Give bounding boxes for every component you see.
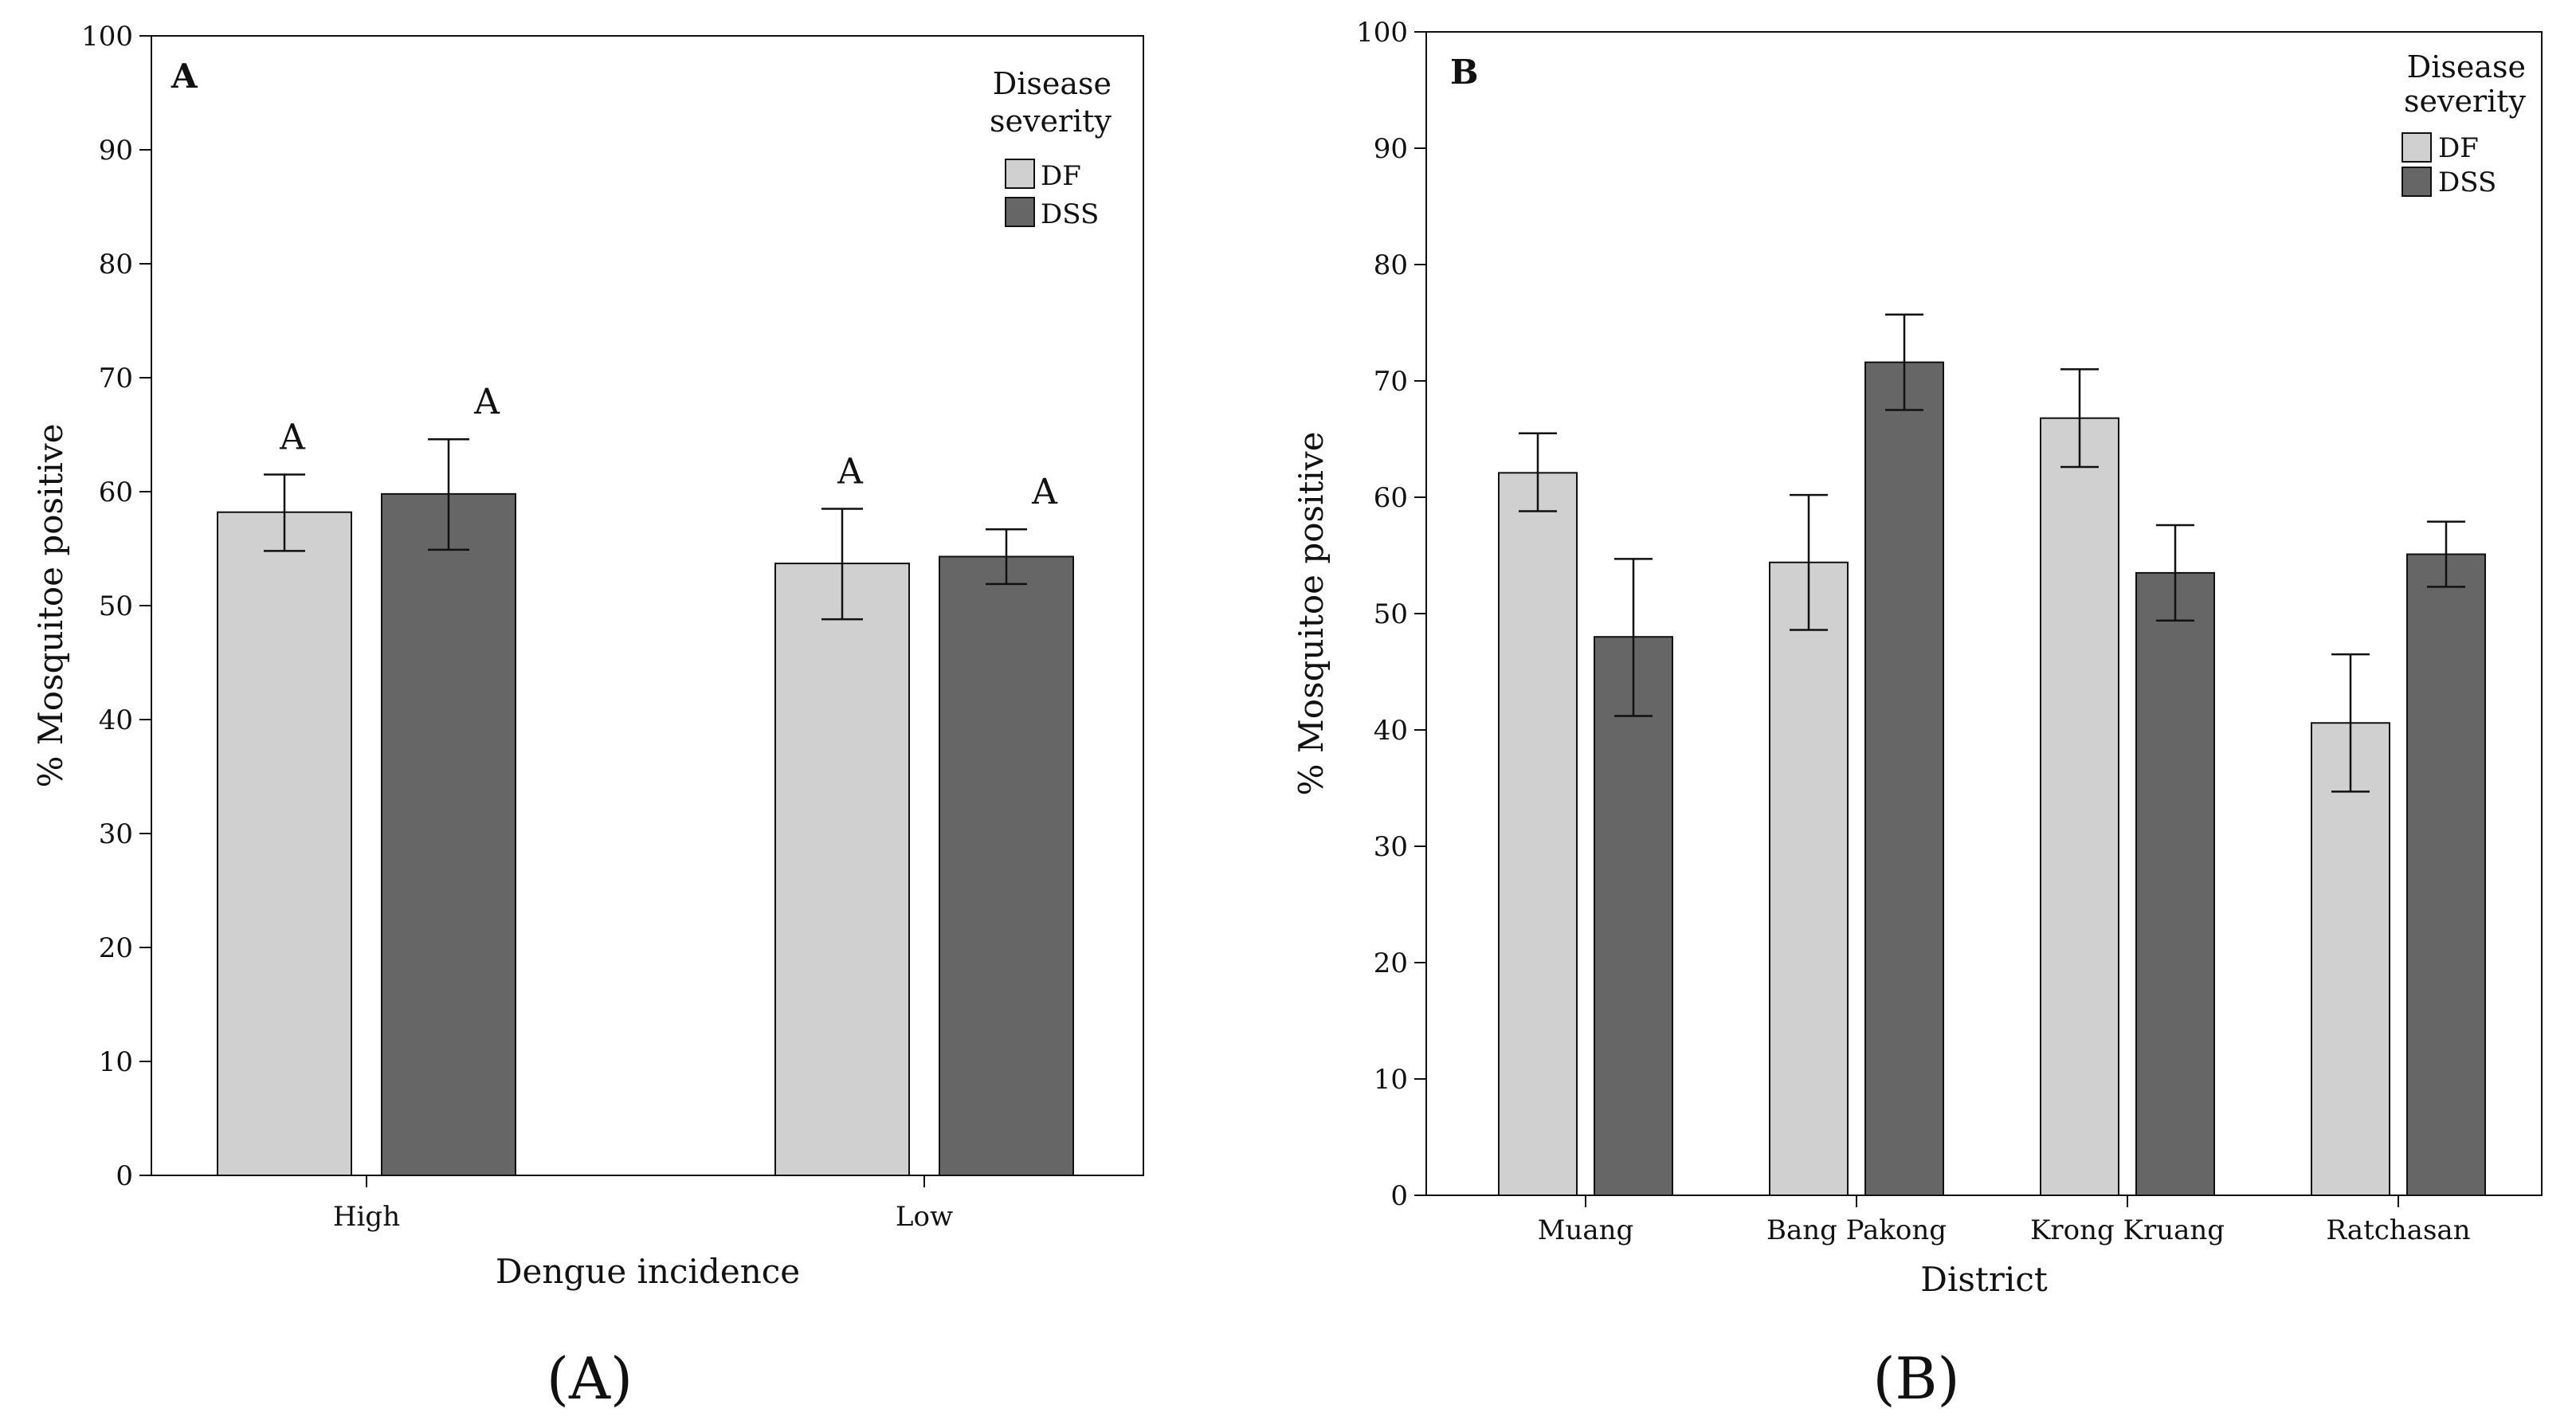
panel-b-y-axis-title: % Mosquitoe positive bbox=[1292, 432, 1331, 796]
panel-b-y-tick-label: 80 bbox=[1374, 249, 1408, 281]
panel-a-legend-swatch-dss bbox=[1005, 197, 1035, 227]
panel-b-bar-dss bbox=[1594, 636, 1673, 1196]
panel-a-y-tick-label: 20 bbox=[99, 932, 133, 964]
panel-a-y-tick-label: 80 bbox=[99, 249, 133, 280]
panel-a-y-tick-label: 60 bbox=[99, 477, 133, 508]
panel-b-y-tick-label: 10 bbox=[1374, 1064, 1408, 1096]
panel-b-bar-df bbox=[2040, 417, 2119, 1196]
panel-a-y-tick-label: 50 bbox=[99, 590, 133, 622]
panel-b-y-tick-label: 20 bbox=[1374, 947, 1408, 979]
panel-b-caption: (B) bbox=[1872, 1345, 1959, 1412]
panel-a-y-tick-label: 100 bbox=[81, 21, 133, 53]
panel-a-x-tick-label: High bbox=[333, 1201, 400, 1233]
panel-a-legend: Disease severity DF DSS bbox=[990, 66, 1112, 230]
panel-b-marks: 0 10 20 30 40 50 60 70 80 90 100 Muang Bang Pakong Kr… bbox=[1356, 17, 2486, 1246]
panel-a-y-tick-label: 0 bbox=[116, 1160, 133, 1192]
panel-b-legend-swatch-dss bbox=[2402, 167, 2432, 197]
panel-a-chart: 0 10 20 30 40 50 60 70 80 90 100 High A A Low A A A Dise… bbox=[31, 21, 1144, 1412]
panel-b-y-tick-label: 50 bbox=[1374, 598, 1408, 630]
panel-a-x-axis-title: Dengue incidence bbox=[496, 1252, 800, 1291]
panel-a-legend-label-df: DF bbox=[1041, 160, 1081, 192]
panel-a-significance-letter: A bbox=[473, 382, 500, 422]
panel-a-bar-df bbox=[774, 563, 910, 1176]
panel-b-tag: B bbox=[1450, 53, 1479, 92]
panel-b-x-tick-label: Muang bbox=[1538, 1214, 1634, 1246]
panel-b-bar-df bbox=[2311, 722, 2390, 1196]
panel-a-legend-title-line-2: severity bbox=[990, 104, 1112, 139]
panel-b-chart: 0 10 20 30 40 50 60 70 80 90 100 Muang Bang Pakong Kr… bbox=[1292, 17, 2543, 1412]
panel-b-y-tick-label: 40 bbox=[1374, 715, 1408, 747]
panel-a-y-tick-label: 40 bbox=[99, 704, 133, 736]
panel-a-plot-area: 0 10 20 30 40 50 60 70 80 90 100 High A A Low A A A Dise… bbox=[81, 21, 1144, 1233]
panel-a-tag: A bbox=[171, 57, 198, 96]
panel-b-plot-area: 0 10 20 30 40 50 60 70 80 90 100 Muang Bang Pakong Kr… bbox=[1356, 17, 2543, 1246]
panel-b-legend-label-df: DF bbox=[2438, 132, 2479, 164]
panel-a-y-tick-label: 10 bbox=[99, 1046, 133, 1078]
panel-a-significance-letter: A bbox=[837, 451, 864, 492]
panel-a-y-tick-label: 30 bbox=[99, 818, 133, 850]
panel-a-significance-letter: A bbox=[279, 418, 306, 458]
panel-b-bar-dss bbox=[2406, 553, 2486, 1196]
panel-b-bar-dss bbox=[2135, 571, 2215, 1196]
panel-b-bar-dss bbox=[1864, 361, 1944, 1196]
panel-a-marks: 0 10 20 30 40 50 60 70 80 90 100 High A A Low A A bbox=[81, 21, 1074, 1233]
panel-b-legend: Disease severity DF DSS bbox=[2402, 49, 2527, 198]
panel-b-legend-title-line-2: severity bbox=[2404, 84, 2527, 119]
panel-a-x-tick-label: Low bbox=[896, 1201, 953, 1233]
panel-a-y-tick-label: 70 bbox=[99, 363, 133, 394]
panel-a-bar-dss bbox=[381, 492, 516, 1176]
panel-b-y-tick-label: 30 bbox=[1374, 831, 1408, 863]
panel-a-caption: (A) bbox=[547, 1345, 633, 1412]
panel-b-x-tick-label: Ratchasan bbox=[2326, 1214, 2470, 1246]
panel-b-y-tick-label: 70 bbox=[1374, 366, 1408, 398]
panel-b-legend-label-dss: DSS bbox=[2438, 167, 2496, 198]
panel-a-legend-swatch-df bbox=[1005, 159, 1035, 189]
panel-a-bar-df bbox=[217, 511, 352, 1176]
panel-b-bar-df bbox=[1498, 472, 1578, 1196]
panel-b-x-tick-label: Krong Kruang bbox=[2030, 1214, 2225, 1246]
panel-b-y-tick-label: 90 bbox=[1374, 133, 1408, 165]
panel-b-y-tick-label: 60 bbox=[1374, 482, 1408, 514]
panel-a-y-axis-title: % Mosquitoe positive bbox=[31, 424, 70, 788]
panel-b-x-tick-label: Bang Pakong bbox=[1766, 1214, 1947, 1246]
panel-b-legend-swatch-df bbox=[2402, 132, 2432, 163]
panel-b-x-axis-title: District bbox=[1920, 1260, 2048, 1299]
panel-b-y-tick-label: 100 bbox=[1356, 17, 1408, 49]
panel-b-bar-df bbox=[1769, 561, 1849, 1196]
panel-a-y-tick-label: 90 bbox=[99, 135, 133, 167]
panel-b-legend-title-line-1: Disease bbox=[2407, 49, 2526, 84]
panel-a-significance-letter: A bbox=[1031, 472, 1058, 512]
panel-b-y-tick-label: 0 bbox=[1390, 1180, 1408, 1212]
panel-a-legend-label-dss: DSS bbox=[1041, 198, 1099, 230]
panel-a-legend-title-line-1: Disease bbox=[993, 66, 1112, 101]
panel-a-bar-dss bbox=[939, 555, 1074, 1176]
